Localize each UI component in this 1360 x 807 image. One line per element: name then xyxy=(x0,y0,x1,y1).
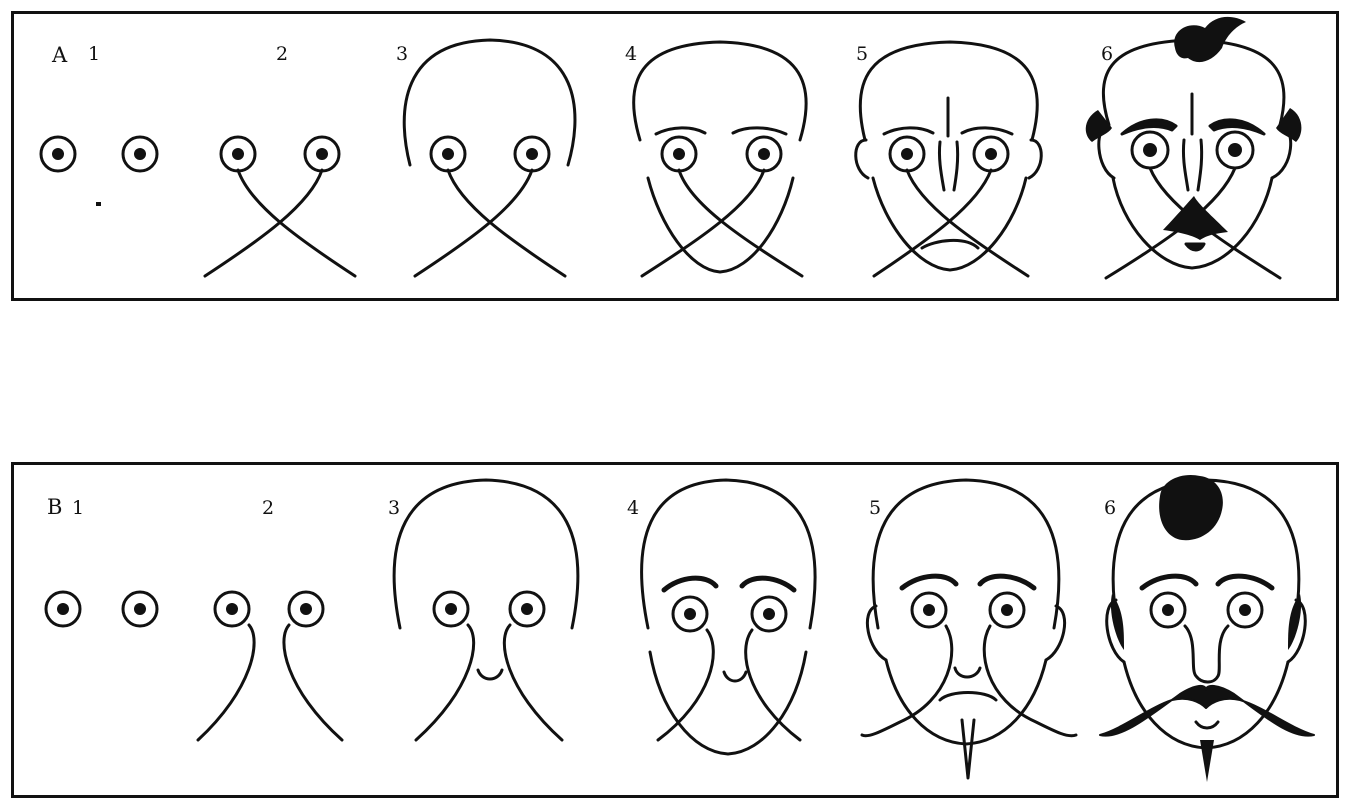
step-b1-number: 1 xyxy=(72,497,85,519)
row-b-label: B xyxy=(47,495,63,519)
step-a1-number: 1 xyxy=(88,43,101,65)
sequence-a-panel xyxy=(11,11,1339,301)
step-a4-number: 4 xyxy=(625,43,638,65)
face-a5-drawing xyxy=(854,40,1043,278)
face-b2-drawing xyxy=(196,590,344,742)
face-a2-drawing xyxy=(203,135,357,278)
face-b5-drawing xyxy=(860,478,1078,780)
step-a3-number: 3 xyxy=(396,43,409,65)
face-b4-drawing xyxy=(640,478,817,756)
step-a6-number: 6 xyxy=(1101,43,1114,65)
face-a1-drawing xyxy=(39,135,159,206)
face-a6-drawing xyxy=(1085,16,1302,280)
step-b6-number: 6 xyxy=(1104,497,1117,519)
face-b3-drawing xyxy=(392,478,580,742)
face-a4-drawing xyxy=(632,40,808,278)
moustache xyxy=(1163,196,1228,240)
row-a-label: A xyxy=(52,43,68,67)
eye-icon xyxy=(121,135,159,173)
step-a5-number: 5 xyxy=(856,43,869,65)
step-a2-number: 2 xyxy=(276,43,289,65)
hair-tuft xyxy=(1159,474,1223,541)
moustache xyxy=(1099,684,1315,737)
face-b6-drawing xyxy=(1099,474,1315,782)
goatee xyxy=(1200,740,1214,782)
sequence-b-panel xyxy=(11,462,1339,798)
face-a3-drawing xyxy=(402,38,577,278)
dot-mark xyxy=(96,202,101,206)
step-b3-number: 3 xyxy=(388,497,401,519)
face-b1-drawing xyxy=(44,590,159,628)
step-b4-number: 4 xyxy=(627,497,640,519)
hair-tuft xyxy=(1174,16,1246,63)
eye-icon xyxy=(39,135,77,173)
step-b2-number: 2 xyxy=(262,497,275,519)
step-b5-number: 5 xyxy=(869,497,882,519)
